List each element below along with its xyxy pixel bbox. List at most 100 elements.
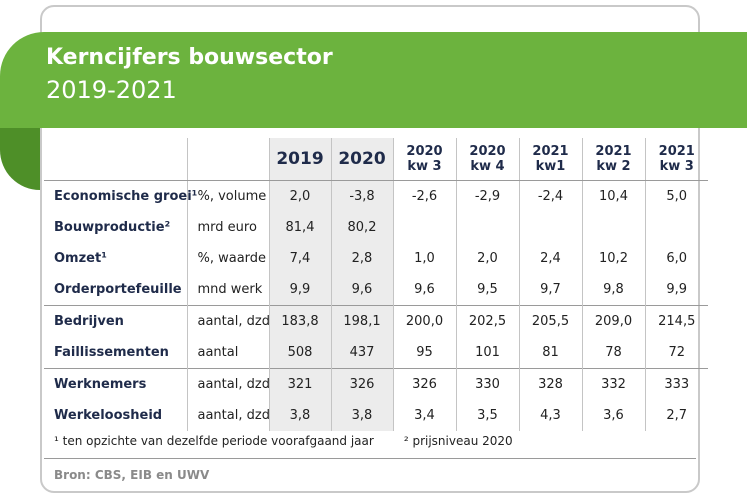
row-value: 3,8: [268, 400, 331, 431]
page-subtitle: 2019-2021: [46, 76, 177, 104]
header-col-line2: kw1: [535, 159, 566, 174]
row-value: -2,9: [455, 180, 519, 212]
banner-curl: [0, 126, 40, 190]
header-indicator: [44, 138, 187, 181]
row-value: 2,7: [644, 400, 708, 431]
row-value: 10,2: [581, 243, 645, 274]
row-value: 7,4: [268, 243, 331, 274]
row-value: -2,4: [518, 180, 582, 212]
header-col-line1: 2020: [469, 144, 506, 159]
header-col: 2020 kw 4: [455, 138, 519, 181]
row-unit: aantal: [186, 337, 269, 369]
row-value: 183,8: [268, 305, 331, 337]
row-value: 214,5: [644, 305, 708, 337]
row-indicator: Omzet¹: [54, 251, 107, 266]
row-indicator: Bedrijven: [44, 305, 187, 337]
row-unit: mnd werk: [186, 274, 269, 306]
row-value: 437: [330, 337, 393, 369]
table-header-row: 2019 2020 2020 kw 3 2020 kw 4 2021 kw1 2021…: [44, 138, 708, 181]
footnote-2: ² prijsniveau 2020: [403, 434, 513, 448]
table-body: Economische groei¹%, volume 2,0 -3,8 -2,6 -2…: [44, 180, 708, 431]
row-value: 78: [581, 337, 645, 369]
divider: [44, 458, 696, 459]
header-col: 2019: [268, 138, 331, 181]
row-value: 2,8: [330, 243, 393, 274]
row-unit: %, volume: [186, 180, 269, 212]
source-note: Bron: CBS, EIB en UWV: [54, 468, 210, 482]
row-value: 2,0: [268, 180, 331, 212]
header-col-line2: kw 3: [407, 159, 442, 174]
row-value: 330: [455, 368, 519, 400]
table-row: Werknemers aantal, dzd 321 326 326 330 328 332 3…: [44, 368, 708, 400]
row-value: 209,0: [581, 305, 645, 337]
header-col: 2020: [330, 138, 393, 181]
row-value: 9,9: [644, 274, 708, 306]
row-value: 321: [268, 368, 331, 400]
table-row: Bouwproductie² mrd euro 81,4 80,2: [44, 212, 708, 243]
row-value: 81,4: [268, 212, 331, 243]
row-value: 95: [392, 337, 456, 369]
row-value: 80,2: [330, 212, 393, 243]
row-value: [644, 212, 708, 243]
row-value: [392, 212, 456, 243]
header-col-line2: kw 2: [596, 159, 631, 174]
header-col-line1: 2019: [276, 148, 324, 169]
row-indicator: Economische groei¹: [44, 180, 197, 212]
row-unit: aantal, dzd: [186, 305, 270, 337]
row-value: 508: [268, 337, 331, 369]
header-col-line1: 2021: [532, 144, 569, 159]
header-unit: [186, 138, 269, 181]
row-value: [581, 212, 645, 243]
header-col: 2021 kw 3: [644, 138, 708, 181]
row-unit: aantal, dzd: [186, 400, 270, 431]
row-value: 6,0: [644, 243, 708, 274]
row-value: 9,6: [392, 274, 456, 306]
table-row: Bedrijven aantal, dzd 183,8 198,1 200,0 202,5…: [44, 305, 708, 337]
title-banner: [0, 32, 747, 128]
row-value: 328: [518, 368, 582, 400]
table-row: Orderportefeuille mnd werk 9,9 9,6 9,6 9,5 9,7…: [44, 274, 708, 306]
header-col-line1: 2020: [406, 144, 443, 159]
header-col-line1: 2020: [338, 148, 386, 169]
header-col-line1: 2021: [595, 144, 632, 159]
table-row: Faillissementen aantal 508 437 95 101 81 78 72: [44, 337, 708, 369]
footnote-1: ¹ ten opzichte van dezelfde periode voor…: [54, 434, 374, 448]
row-value: 9,9: [268, 274, 331, 306]
row-value: 3,6: [581, 400, 645, 431]
row-value: [518, 212, 582, 243]
row-value: 198,1: [330, 305, 393, 337]
row-value: 3,4: [392, 400, 456, 431]
row-value: 9,6: [330, 274, 393, 306]
row-value: 5,0: [644, 180, 708, 212]
row-indicator: Werknemers: [44, 368, 187, 400]
row-value: 332: [581, 368, 645, 400]
row-indicator: Orderportefeuille: [54, 282, 182, 297]
header-col-line1: 2021: [658, 144, 695, 159]
row-value: 326: [392, 368, 456, 400]
row-value: 1,0: [392, 243, 456, 274]
row-value: -3,8: [330, 180, 393, 212]
row-value: 9,5: [455, 274, 519, 306]
row-value: 333: [644, 368, 708, 400]
table-row: Omzet¹ %, waarde 7,4 2,8 1,0 2,0 2,4 10,2 6,0: [44, 243, 708, 274]
header-col-line2: kw 3: [659, 159, 694, 174]
row-value: 9,8: [581, 274, 645, 306]
row-value: 205,5: [518, 305, 582, 337]
row-value: 9,7: [518, 274, 582, 306]
row-indicator: Werkeloosheid: [54, 408, 163, 423]
table-row: Werkeloosheid aantal, dzd 3,8 3,8 3,4 3,5 4,3 3…: [44, 400, 708, 431]
row-value: 3,8: [330, 400, 393, 431]
page-title: Kerncijfers bouwsector: [46, 45, 333, 70]
key-figures-table: 2019 2020 2020 kw 3 2020 kw 4 2021 kw1 2021…: [44, 138, 708, 431]
row-unit: aantal, dzd: [186, 368, 270, 400]
row-value: 202,5: [455, 305, 519, 337]
header-col: 2021 kw 2: [581, 138, 645, 181]
row-value: -2,6: [392, 180, 456, 212]
row-unit: mrd euro: [186, 212, 269, 243]
row-value: 10,4: [581, 180, 645, 212]
row-unit: %, waarde: [186, 243, 269, 274]
row-value: 81: [518, 337, 582, 369]
row-value: 326: [330, 368, 393, 400]
row-value: 2,4: [518, 243, 582, 274]
row-indicator: Faillissementen: [54, 345, 169, 360]
